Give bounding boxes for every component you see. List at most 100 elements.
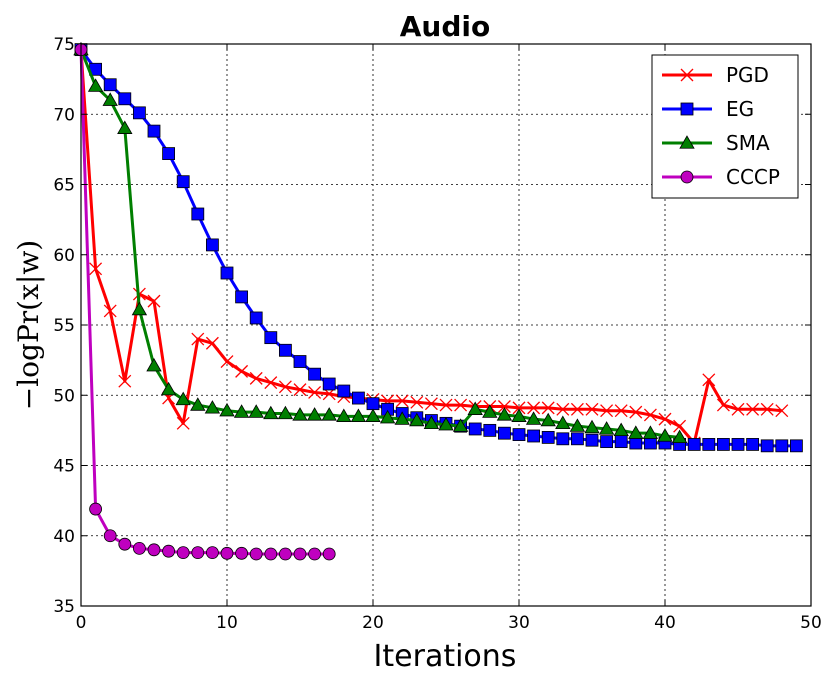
data-point-sma xyxy=(642,425,659,439)
data-point-pgd xyxy=(118,374,132,388)
x-axis-label: Iterations xyxy=(374,639,517,674)
data-point-sma xyxy=(423,415,440,430)
data-point-pgd xyxy=(585,402,599,416)
data-point-cccp xyxy=(249,547,263,561)
x-tick-label: 10 xyxy=(216,613,238,633)
data-point-eg xyxy=(366,397,380,411)
data-point-pgd xyxy=(570,402,584,416)
data-point-sma xyxy=(87,78,104,92)
data-point-pgd xyxy=(220,355,234,368)
data-point-sma xyxy=(598,421,615,435)
data-point-pgd xyxy=(424,397,438,411)
data-point-cccp xyxy=(293,547,307,561)
data-point-cccp xyxy=(191,546,205,560)
data-point-eg xyxy=(541,430,555,444)
x-tick-label: 50 xyxy=(800,613,822,633)
legend-entry-eg: EG xyxy=(662,97,754,121)
data-point-pgd xyxy=(191,332,205,346)
data-point-pgd xyxy=(89,262,103,276)
legend-entry-cccp: CCCP xyxy=(662,165,780,189)
x-tick-label: 20 xyxy=(362,613,384,633)
data-point-sma xyxy=(248,404,264,418)
data-point-sma xyxy=(409,412,425,427)
data-point-eg xyxy=(483,423,497,437)
legend-entry-pgd: PGD xyxy=(662,63,769,87)
legend-label-pgd: PGD xyxy=(726,63,769,87)
legend-marker-cccp xyxy=(680,170,694,184)
data-point-eg xyxy=(191,207,205,221)
data-point-sma xyxy=(233,404,250,418)
data-point-sma xyxy=(131,301,148,316)
data-point-sma xyxy=(204,400,221,414)
data-point-pgd xyxy=(293,383,307,397)
data-point-pgd xyxy=(760,402,774,416)
legend-marker-eg xyxy=(680,102,694,116)
data-point-eg xyxy=(687,438,701,451)
legend-label-cccp: CCCP xyxy=(726,165,780,189)
data-point-sma xyxy=(584,419,600,434)
data-point-pgd xyxy=(205,336,219,350)
data-point-pgd xyxy=(235,364,249,378)
data-point-eg xyxy=(337,384,351,398)
data-point-eg xyxy=(717,438,730,451)
data-point-cccp xyxy=(322,547,336,561)
x-tick-label: 0 xyxy=(76,613,87,633)
data-point-sma xyxy=(336,408,352,422)
data-point-eg xyxy=(585,433,599,447)
data-point-sma xyxy=(496,407,513,421)
data-point-pgd xyxy=(439,398,453,412)
data-point-cccp xyxy=(132,541,146,555)
data-point-pgd xyxy=(643,408,657,422)
data-point-pgd xyxy=(746,402,760,416)
series-cccp xyxy=(74,43,336,561)
data-point-eg xyxy=(162,147,176,160)
y-axis-label: −logPr(x|w) xyxy=(12,240,45,410)
data-point-eg xyxy=(571,432,584,446)
data-point-eg xyxy=(790,439,803,453)
series-layer xyxy=(73,41,803,561)
legend: PGD EG SMA CCCP xyxy=(651,54,799,199)
data-point-pgd xyxy=(629,405,643,419)
data-point-sma xyxy=(628,425,644,439)
data-point-sma xyxy=(263,405,279,420)
y-tick-label: 55 xyxy=(53,316,75,336)
data-point-cccp xyxy=(264,547,278,561)
data-point-eg xyxy=(775,439,789,453)
series-eg xyxy=(74,43,803,453)
y-tick-label: 45 xyxy=(53,457,75,477)
data-point-eg xyxy=(527,429,540,443)
data-point-sma xyxy=(175,391,191,406)
data-point-eg xyxy=(176,175,190,189)
data-point-pgd xyxy=(497,400,511,413)
data-point-eg xyxy=(600,435,613,449)
data-point-pgd xyxy=(278,380,292,394)
data-point-cccp xyxy=(205,546,219,560)
data-point-sma xyxy=(365,408,381,422)
data-point-sma xyxy=(160,381,177,396)
data-point-cccp xyxy=(235,546,249,560)
data-point-sma xyxy=(482,404,498,418)
data-point-pgd xyxy=(308,385,322,399)
data-point-pgd xyxy=(541,401,555,415)
y-tick-label: 35 xyxy=(53,597,75,617)
data-point-sma xyxy=(525,411,542,425)
data-point-eg xyxy=(468,422,482,436)
data-point-cccp xyxy=(89,502,102,516)
data-point-pgd xyxy=(716,398,730,412)
data-point-cccp xyxy=(103,529,117,543)
data-point-sma xyxy=(146,357,162,372)
data-point-cccp xyxy=(147,543,161,557)
data-point-sma xyxy=(613,422,629,437)
data-point-sma xyxy=(102,92,118,106)
chart-title: Audio xyxy=(400,10,490,43)
data-point-cccp xyxy=(308,547,322,561)
data-point-sma xyxy=(671,429,688,444)
legend-box xyxy=(651,54,799,199)
data-point-pgd xyxy=(775,404,789,418)
data-point-eg xyxy=(132,106,146,120)
data-point-eg xyxy=(118,92,132,106)
data-point-eg xyxy=(264,331,278,345)
data-point-eg xyxy=(278,343,292,357)
data-point-eg xyxy=(746,438,759,451)
